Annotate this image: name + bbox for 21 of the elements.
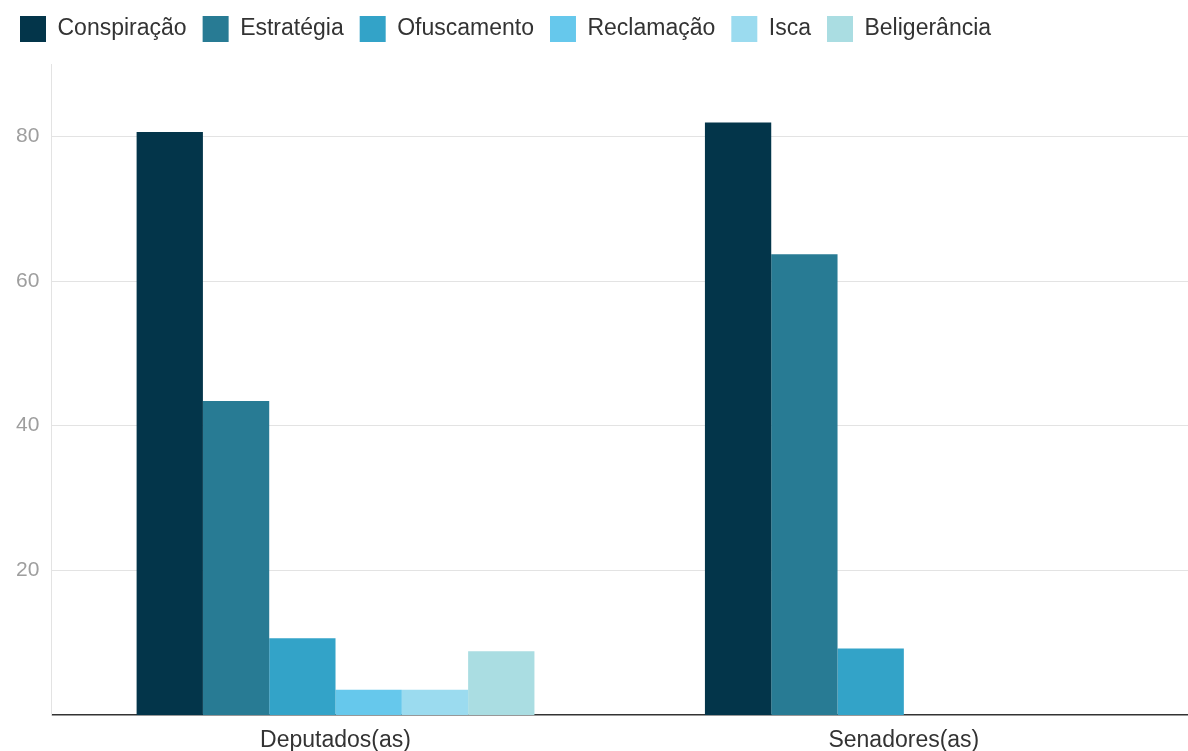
bar: [269, 638, 336, 715]
legend-label: Estratégia: [240, 14, 344, 41]
legend-label: Reclamação: [587, 14, 716, 41]
x-tick-label: Senadores(as): [828, 726, 980, 751]
bar: [335, 689, 402, 715]
bar: [401, 689, 469, 715]
y-tick-label: 20: [16, 557, 40, 581]
x-tick-label: Deputados(as): [260, 726, 411, 751]
bar: [202, 401, 270, 715]
bar: [704, 122, 772, 715]
bar: [136, 131, 203, 715]
y-tick-label: 40: [16, 412, 40, 436]
bar: [468, 651, 535, 715]
bar: [837, 648, 904, 715]
y-tick-label: 60: [16, 267, 40, 291]
legend-label: Conspiração: [57, 14, 187, 41]
bar: [771, 254, 838, 715]
legend-label: Ofuscamento: [397, 14, 534, 41]
y-tick-label: 80: [16, 123, 40, 147]
legend-label: Beligerância: [864, 14, 992, 41]
legend-label: Isca: [768, 14, 812, 41]
